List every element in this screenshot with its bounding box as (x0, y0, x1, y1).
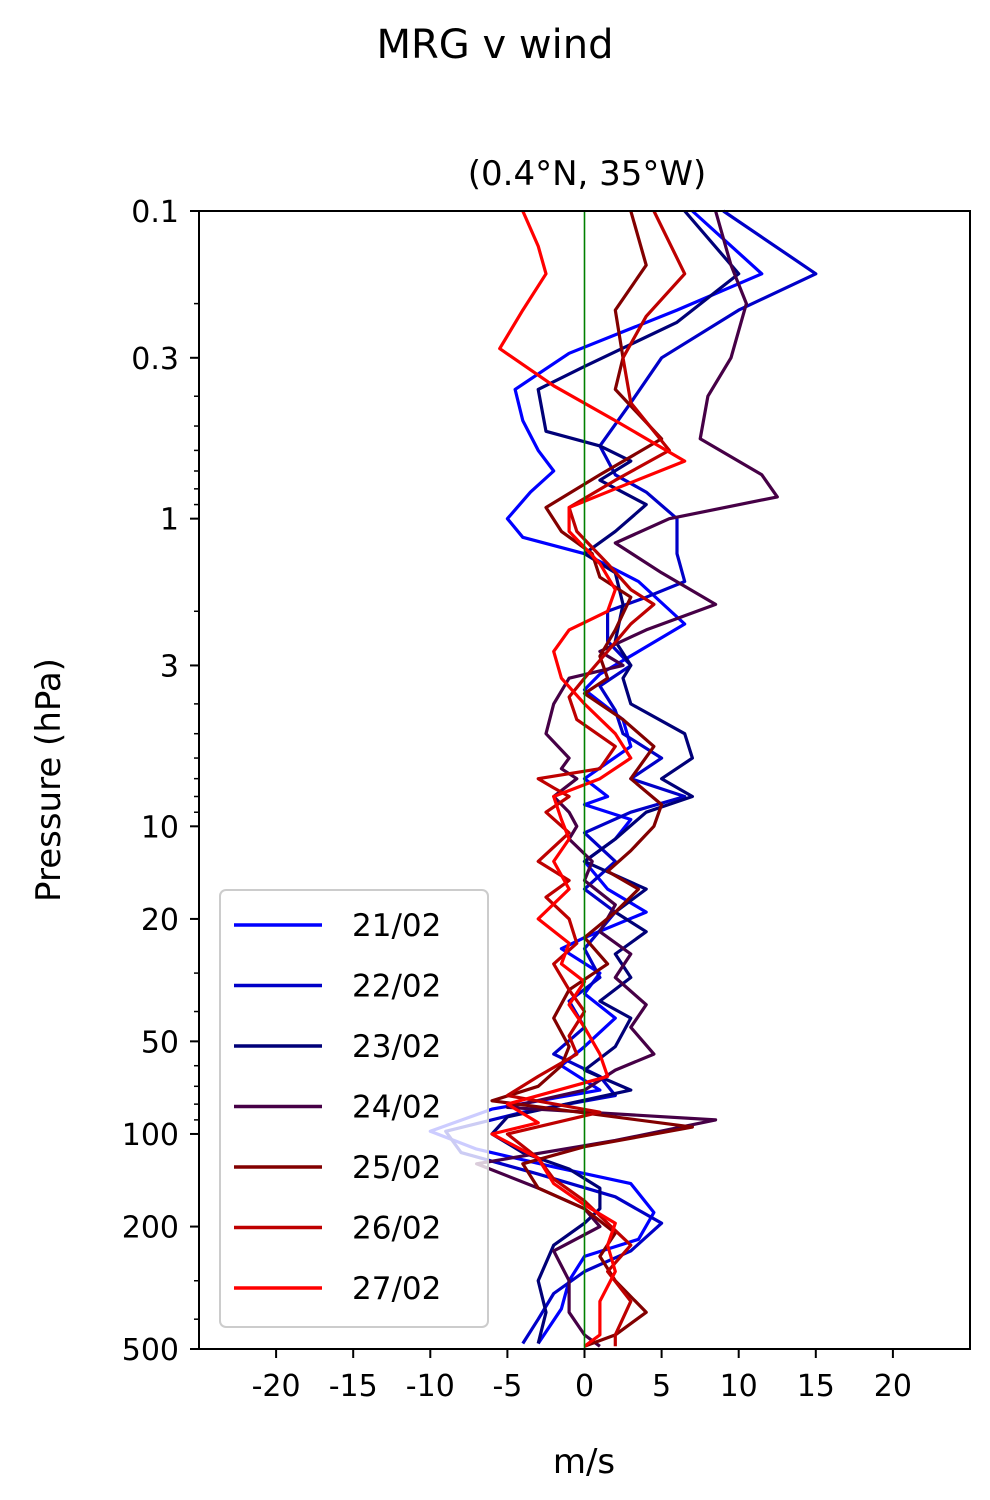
legend-label: 25/02 (352, 1150, 441, 1186)
series-layer (428, 209, 818, 1348)
y-tick-label: 1 (160, 503, 179, 538)
figure-title: MRG v wind (376, 22, 614, 68)
x-tick-label: 0 (575, 1369, 594, 1404)
y-tick-label: 3 (160, 649, 179, 684)
x-tick-label: 5 (652, 1369, 671, 1404)
y-axis: 0.1 0.3 1 3 10 20 50 100 200 500 (122, 195, 199, 1368)
y-tick-label: 200 (122, 1211, 179, 1246)
legend-label: 24/02 (352, 1090, 441, 1126)
y-tick-label: 10 (141, 810, 179, 845)
x-tick-label: 15 (797, 1369, 835, 1404)
series-line-7 (490, 210, 687, 1348)
x-tick-label: -15 (329, 1369, 378, 1404)
y-tick-label: 0.1 (131, 195, 179, 230)
legend-label: 22/02 (352, 969, 441, 1005)
y-axis-label: Pressure (hPa) (29, 658, 69, 902)
legend-label: 27/02 (352, 1271, 441, 1307)
chart-title: (0.4°N, 35°W) (468, 154, 707, 194)
series-line-3 (490, 209, 741, 1344)
x-tick-label: 10 (720, 1369, 758, 1404)
y-tick-label: 500 (122, 1333, 179, 1368)
y-tick-label: 20 (141, 903, 179, 938)
legend: 21/02 22/02 23/02 24/02 25/02 26/02 27/02 (219, 889, 489, 1328)
legend-box (219, 889, 489, 1328)
y-tick-label: 0.3 (131, 342, 179, 377)
legend-label: 21/02 (352, 908, 441, 944)
legend-label: 23/02 (352, 1029, 441, 1065)
x-tick-label: -10 (406, 1369, 455, 1404)
x-axis: -20 -15 -10 -5 0 5 10 15 20 (252, 1349, 912, 1404)
x-tick-label: -20 (252, 1369, 301, 1404)
y-tick-label: 50 (141, 1025, 179, 1060)
x-axis-label: m/s (553, 1442, 615, 1482)
y-tick-label: 100 (122, 1118, 179, 1153)
series-line-5 (490, 210, 694, 1348)
legend-label: 26/02 (352, 1211, 441, 1247)
x-tick-label: 20 (874, 1369, 912, 1404)
x-tick-label: -5 (492, 1369, 522, 1404)
